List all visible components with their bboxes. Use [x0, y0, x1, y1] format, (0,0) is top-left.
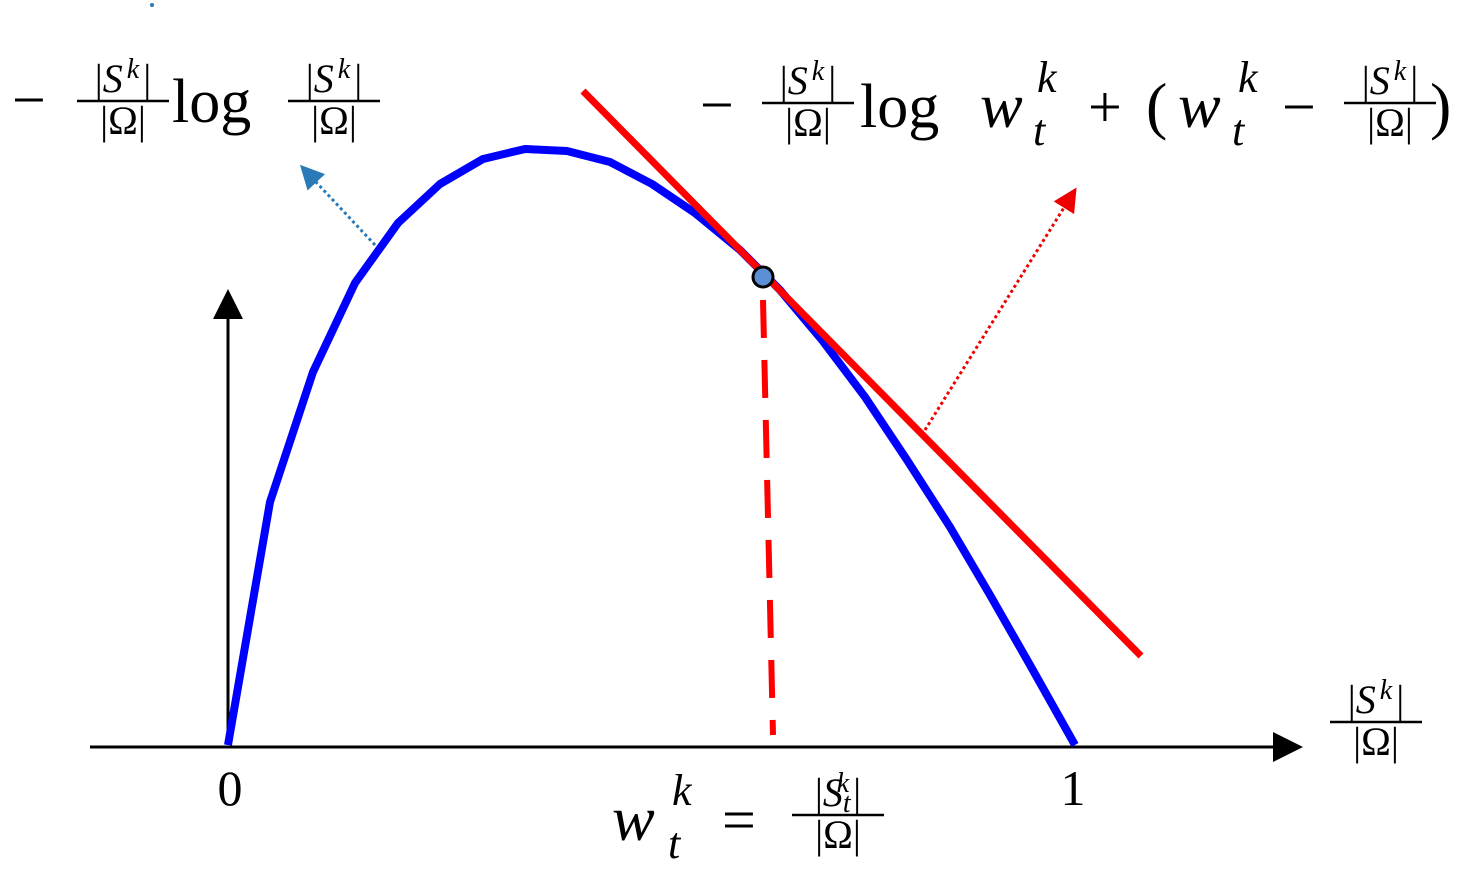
math-text: = [722, 787, 756, 853]
variable: S [1370, 58, 1390, 103]
bar: | [95, 56, 103, 101]
math-text: |Ω| [785, 100, 831, 145]
fraction-numerator: |S k | [780, 56, 836, 103]
pointer-arrow [923, 187, 1077, 431]
bar: | [143, 56, 151, 101]
variable: S [103, 56, 123, 101]
superscript: k [812, 56, 825, 87]
fraction-numerator: |S k | [1362, 56, 1418, 103]
bar: | [780, 58, 788, 103]
math-text: w [980, 70, 1023, 141]
superscript: k [127, 54, 140, 85]
superscript: k [338, 54, 351, 85]
bar: | [1396, 677, 1404, 722]
math-text: log [860, 73, 939, 141]
subscript: t [843, 788, 852, 819]
tangent-point [751, 265, 775, 289]
math-text: t [1033, 106, 1047, 155]
math-text: |Ω| [311, 98, 357, 143]
variable: S [823, 770, 843, 815]
superscript: k [837, 768, 850, 799]
math-text: |Ω| [100, 98, 146, 143]
math-text: |Ω| [1353, 719, 1399, 764]
math-text: |Ω| [815, 812, 861, 857]
variable: S [788, 58, 808, 103]
math-text: k [672, 766, 693, 815]
bar: | [354, 56, 362, 101]
pointer-arrow [299, 164, 377, 247]
superscript: k [1380, 675, 1393, 706]
fraction-numerator: |S k | [306, 54, 362, 101]
math-text: − [12, 67, 46, 133]
variable: S [314, 56, 334, 101]
superscript: k [1394, 56, 1407, 87]
math-text: − [700, 72, 734, 138]
math-text: t [1232, 106, 1246, 155]
math-text: |Ω| [1367, 100, 1413, 145]
math-text: t [668, 819, 682, 868]
bar: | [306, 56, 314, 101]
math-text: w [612, 783, 655, 854]
math-text: + [1088, 74, 1122, 140]
math-text: ( [1146, 70, 1167, 141]
dashed-line [760, 299, 776, 736]
entropy-curve [224, 145, 1079, 747]
math-text: k [1238, 53, 1259, 102]
bar: | [828, 58, 836, 103]
math-text: − [1282, 74, 1316, 140]
math-text: 0 [218, 760, 243, 816]
bar: | [1348, 677, 1356, 722]
math-text: 1 [1061, 760, 1086, 816]
bar: | [1362, 58, 1370, 103]
bar: | [1410, 58, 1418, 103]
math-text: ) [1430, 70, 1451, 141]
math-text: w [1178, 70, 1221, 141]
fraction-numerator: |Stk | [815, 768, 861, 819]
fraction-numerator: |S k | [95, 54, 151, 101]
math-text: log [172, 68, 251, 136]
math-text: k [1037, 53, 1058, 102]
fraction-numerator: |S k | [1348, 675, 1404, 722]
bar: | [815, 770, 823, 815]
tangent-line [580, 88, 1144, 659]
variable: S [1356, 677, 1376, 722]
bar: | [853, 770, 861, 815]
dot [150, 3, 154, 7]
